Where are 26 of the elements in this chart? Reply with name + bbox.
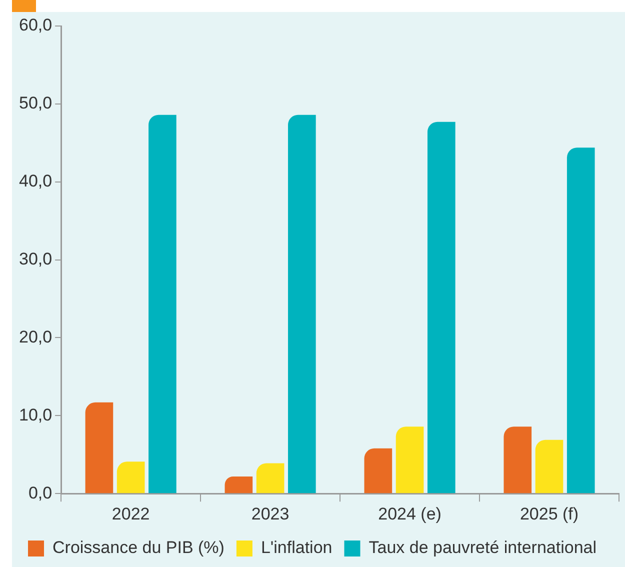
x-tick-label: 2023 — [251, 504, 290, 524]
bar — [535, 440, 564, 494]
y-tick-label: 50,0 — [18, 94, 52, 113]
x-tick-label: 2022 — [112, 504, 150, 524]
bar — [116, 462, 145, 494]
y-tick-label: 60,0 — [18, 16, 52, 35]
legend-label: Croissance du PIB (%) — [52, 538, 224, 558]
legend-label: L'inflation — [260, 538, 332, 558]
bar — [224, 476, 253, 494]
x-tick-label: 2025 (f) — [520, 504, 579, 524]
bar — [364, 448, 392, 494]
legend-label: Taux de pauvreté international — [368, 538, 597, 558]
bar — [288, 114, 316, 494]
bar — [504, 426, 532, 494]
bar — [566, 148, 595, 494]
bar — [396, 426, 424, 494]
x-tick-label: 2024 (e) — [378, 504, 442, 524]
y-tick-label: 10,0 — [18, 405, 52, 424]
y-tick-label: 20,0 — [18, 327, 52, 346]
bar — [148, 114, 176, 494]
bar — [256, 463, 284, 494]
y-tick-label: 30,0 — [18, 249, 52, 268]
y-tick-label: 0,0 — [28, 483, 52, 502]
bar — [85, 402, 114, 494]
bar — [427, 122, 456, 494]
y-tick-label: 40,0 — [18, 172, 52, 191]
